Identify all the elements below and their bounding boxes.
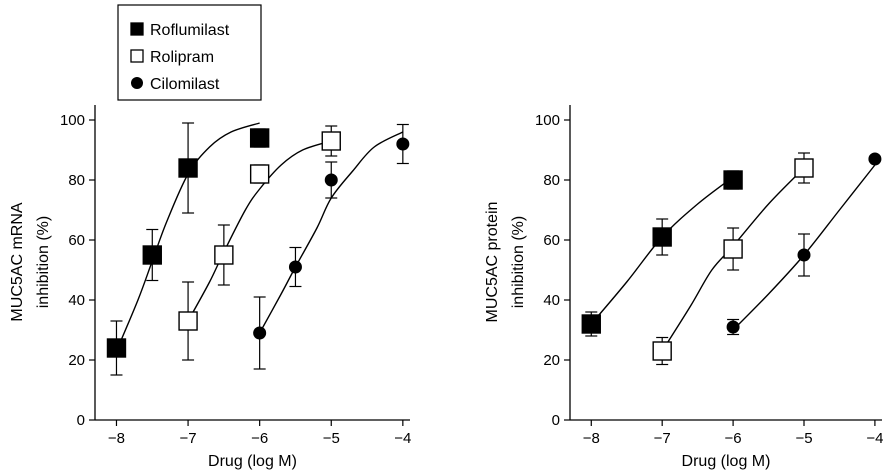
y-axis-title: MUC5AC mRNA — [9, 202, 26, 321]
series-roflumilast — [581, 170, 743, 337]
data-point-roflumilast — [581, 314, 601, 334]
data-point-roflumilast — [652, 227, 672, 247]
x-tick-label: −7 — [654, 430, 671, 447]
data-point-rolipram — [723, 239, 743, 259]
y-tick-label: 0 — [77, 412, 85, 429]
y-tick-label: 100 — [535, 112, 560, 129]
legend-label-cilomilast: Cilomilast — [150, 76, 220, 93]
y-tick-label: 60 — [543, 232, 560, 249]
data-point-rolipram — [249, 164, 270, 184]
x-tick-label: −8 — [583, 430, 600, 447]
data-point-cilomilast — [396, 137, 410, 151]
x-tick-label: −4 — [866, 430, 883, 447]
x-axis-title: Drug (log M) — [682, 453, 771, 470]
data-point-rolipram — [214, 245, 234, 265]
legend-label-rolipram: Rolipram — [150, 49, 214, 66]
data-point-roflumilast — [106, 338, 127, 358]
y-tick-label: 80 — [543, 172, 560, 189]
x-tick-label: −6 — [251, 430, 268, 447]
y-tick-label: 60 — [68, 232, 85, 249]
fit-curve-rolipram — [187, 140, 332, 322]
y-tick-label: 20 — [68, 352, 85, 369]
data-point-rolipram — [652, 341, 672, 361]
data-point-cilomilast — [797, 248, 811, 262]
x-tick-label: −7 — [180, 430, 197, 447]
x-tick-label: −5 — [323, 430, 340, 447]
x-tick-label: −5 — [795, 430, 812, 447]
x-tick-label: −8 — [108, 430, 125, 447]
data-point-rolipram — [178, 311, 198, 331]
data-point-cilomilast — [868, 152, 882, 166]
y-tick-label: 40 — [543, 292, 560, 309]
data-point-rolipram — [794, 158, 814, 178]
x-tick-label: −4 — [394, 430, 411, 447]
panel-protein: 0 20 40 60 80 100 −8 −7 −6 −5 −4 Drug (log M) MUC5AC… — [484, 105, 883, 470]
y-tick-label: 100 — [60, 112, 85, 129]
data-point-roflumilast — [249, 128, 270, 148]
data-point-cilomilast — [253, 326, 267, 340]
series-rolipram — [178, 125, 341, 361]
fit-curve-rolipram — [661, 167, 805, 352]
panel-mrna: 0 20 40 60 80 100 −8 −7 −6 −5 −4 Drug (log M) MUC5AC… — [9, 105, 411, 470]
legend-label-roflumilast: Roflumilast — [150, 22, 230, 39]
y-axis-title: MUC5AC protein — [484, 202, 501, 323]
series-roflumilast — [106, 122, 270, 376]
y-tick-label: 20 — [543, 352, 560, 369]
fit-curve-roflumilast — [115, 122, 260, 352]
data-point-roflumilast — [178, 158, 198, 178]
series-cilomilast — [253, 123, 410, 370]
data-point-roflumilast — [723, 170, 743, 190]
legend-marker-roflumilast — [130, 22, 144, 36]
x-tick-label: −6 — [725, 430, 742, 447]
data-point-cilomilast — [288, 260, 302, 274]
data-point-cilomilast — [726, 320, 740, 334]
legend: Roflumilast Rolipram Cilomilast — [117, 4, 262, 101]
y-tick-label: 80 — [68, 172, 85, 189]
x-axis-title: Drug (log M) — [208, 453, 297, 470]
data-point-roflumilast — [142, 245, 162, 265]
series-rolipram — [652, 152, 814, 366]
y-tick-label: 0 — [552, 412, 560, 429]
data-point-cilomilast — [324, 173, 338, 187]
y-axis-title: inhibition (%) — [35, 216, 52, 308]
legend-marker-cilomilast — [131, 77, 143, 89]
fit-curve-cilomilast — [259, 131, 404, 334]
legend-marker-rolipram — [130, 49, 144, 63]
series-cilomilast — [726, 152, 882, 336]
y-tick-label: 40 — [68, 292, 85, 309]
y-axis-title: inhibition (%) — [510, 216, 527, 308]
data-point-rolipram — [321, 131, 341, 151]
